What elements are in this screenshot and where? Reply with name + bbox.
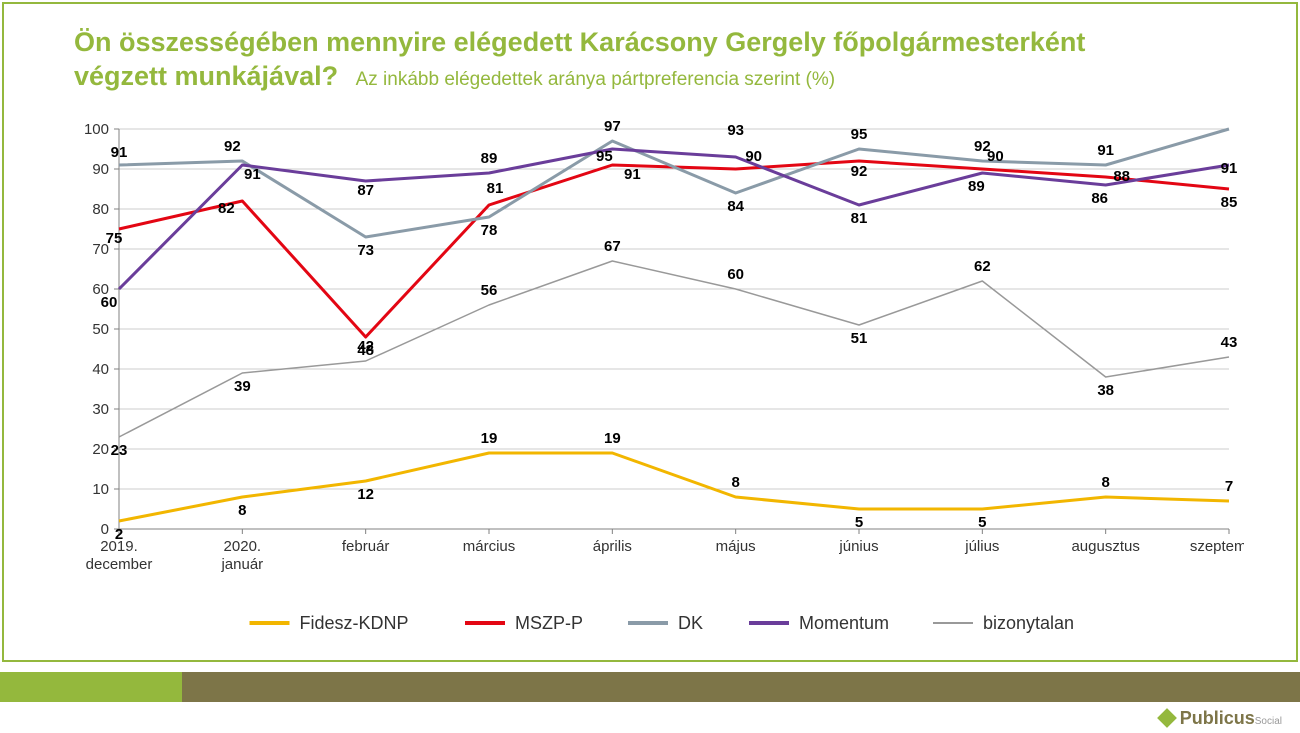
svg-text:10: 10 [92, 481, 109, 498]
svg-text:19: 19 [604, 430, 621, 447]
svg-text:19: 19 [481, 430, 498, 447]
svg-text:92: 92 [974, 138, 991, 155]
svg-text:5: 5 [978, 514, 986, 531]
subtitle: Az inkább elégedettek aránya pártprefere… [356, 69, 835, 90]
svg-text:100: 100 [84, 121, 109, 138]
footer-bar [0, 672, 1300, 702]
svg-text:95: 95 [596, 148, 613, 165]
chart-frame: Ön összességében mennyire elégedett Kará… [2, 2, 1298, 662]
svg-text:június: június [838, 538, 878, 555]
svg-text:97: 97 [604, 119, 621, 135]
svg-text:30: 30 [92, 401, 109, 418]
svg-text:85: 85 [1221, 194, 1238, 211]
svg-text:február: február [342, 538, 390, 555]
svg-text:0: 0 [101, 521, 109, 538]
svg-text:38: 38 [1097, 382, 1114, 399]
footer-seg2 [182, 672, 1300, 702]
svg-text:7: 7 [1225, 478, 1233, 495]
svg-text:március: március [463, 538, 516, 555]
svg-text:január: január [220, 556, 263, 573]
svg-text:84: 84 [727, 198, 744, 215]
svg-text:bizonytalan: bizonytalan [983, 613, 1074, 633]
svg-text:Fidesz-KDNP: Fidesz-KDNP [300, 613, 409, 633]
footer-seg1 [0, 672, 182, 702]
svg-text:81: 81 [487, 180, 504, 197]
svg-text:2020.: 2020. [224, 538, 262, 555]
svg-text:56: 56 [481, 282, 498, 299]
svg-text:augusztus: augusztus [1071, 538, 1139, 555]
svg-text:73: 73 [357, 242, 374, 259]
svg-text:12: 12 [357, 486, 374, 503]
svg-text:92: 92 [224, 138, 241, 155]
svg-text:8: 8 [238, 502, 246, 519]
svg-text:51: 51 [851, 330, 868, 347]
svg-text:88: 88 [1113, 168, 1130, 185]
svg-text:93: 93 [727, 122, 744, 139]
svg-text:39: 39 [234, 378, 251, 395]
svg-text:5: 5 [855, 514, 863, 531]
title-text-2: végzett munkájával? [74, 61, 338, 91]
svg-text:91: 91 [244, 166, 261, 183]
svg-text:Momentum: Momentum [799, 613, 889, 633]
logo-icon [1157, 708, 1177, 728]
svg-text:42: 42 [357, 338, 374, 355]
svg-text:szeptember: szeptember [1190, 538, 1244, 555]
svg-text:DK: DK [678, 613, 703, 633]
chart-svg: 01020304050607080901002019.december2020.… [64, 119, 1244, 649]
logo: PublicusSocial [1160, 708, 1282, 729]
svg-text:40: 40 [92, 361, 109, 378]
svg-text:100: 100 [1216, 119, 1241, 123]
title-text-1: Ön összességében mennyire elégedett Kará… [74, 27, 1085, 57]
title-line1: Ön összességében mennyire elégedett Kará… [74, 26, 1296, 60]
svg-text:82: 82 [218, 200, 235, 217]
logo-text: Publicus [1180, 708, 1255, 728]
svg-text:91: 91 [1097, 142, 1114, 159]
svg-text:81: 81 [851, 210, 868, 227]
svg-text:75: 75 [106, 230, 123, 247]
svg-text:60: 60 [727, 266, 744, 283]
svg-text:2: 2 [115, 526, 123, 543]
svg-text:92: 92 [851, 163, 868, 180]
svg-text:89: 89 [968, 178, 985, 195]
svg-text:8: 8 [1101, 474, 1109, 491]
svg-text:43: 43 [1221, 334, 1238, 351]
svg-text:86: 86 [1091, 190, 1108, 207]
svg-text:80: 80 [92, 201, 109, 218]
svg-text:91: 91 [1221, 160, 1238, 177]
svg-text:67: 67 [604, 238, 621, 255]
svg-text:91: 91 [624, 166, 641, 183]
svg-text:87: 87 [357, 182, 374, 199]
svg-text:60: 60 [101, 294, 118, 311]
logo-sub: Social [1255, 716, 1282, 727]
svg-text:december: december [86, 556, 153, 573]
svg-text:90: 90 [92, 161, 109, 178]
svg-text:78: 78 [481, 222, 498, 239]
svg-text:július: július [964, 538, 999, 555]
svg-text:62: 62 [974, 258, 991, 275]
svg-text:8: 8 [731, 474, 739, 491]
title-line2: végzett munkájával? Az inkább elégedette… [74, 60, 1296, 94]
svg-text:23: 23 [111, 442, 128, 459]
svg-text:95: 95 [851, 126, 868, 143]
svg-text:20: 20 [92, 441, 109, 458]
svg-text:50: 50 [92, 321, 109, 338]
svg-text:MSZP-P: MSZP-P [515, 613, 583, 633]
svg-text:április: április [593, 538, 632, 555]
title-block: Ön összességében mennyire elégedett Kará… [4, 4, 1296, 94]
chart: 01020304050607080901002019.december2020.… [64, 119, 1244, 649]
svg-text:90: 90 [745, 148, 762, 165]
svg-text:89: 89 [481, 150, 498, 167]
svg-text:május: május [716, 538, 756, 555]
svg-text:91: 91 [111, 144, 128, 161]
